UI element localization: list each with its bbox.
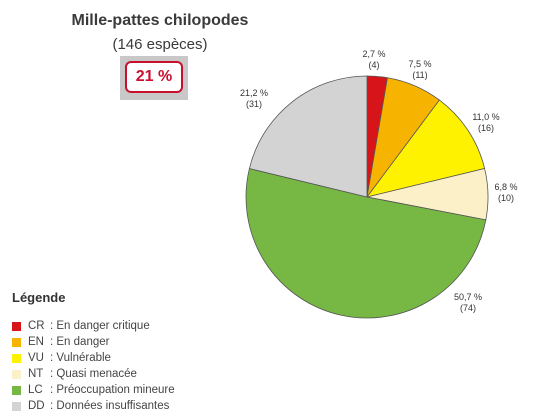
slice-count-label: (31) [246,99,262,109]
slice-percent-label: 2,7 % [362,49,385,59]
slice-percent-label: 11,0 % [472,112,499,122]
legend-swatch [12,321,21,331]
legend-swatch [12,337,21,347]
legend-label: : Préoccupation mineure [50,384,175,396]
slice-percent-label: 21,2 % [240,88,268,98]
legend-code: EN [28,336,44,348]
legend-label: : Vulnérable [50,352,111,364]
badge-background: 21 % [120,56,188,100]
legend-title: Légende [12,290,66,305]
slice-percent-label: 6,8 % [494,182,517,192]
pie-slice-vu [366,99,486,198]
legend: CR : En danger critique EN : En danger VU : V… [12,318,175,414]
legend-swatch [12,385,21,395]
slice-count-label: (10) [498,193,514,203]
legend-item-cr: CR : En danger critique [12,318,175,334]
slice-count-label: (11) [412,70,427,80]
threat-percentage-badge: 21 % [125,61,183,93]
legend-label: : En danger [50,336,110,348]
legend-code: LC [28,384,43,396]
pie-slice-dd [248,75,368,198]
legend-code: NT [28,368,44,380]
slice-count-label: (4) [369,60,380,70]
slice-count-label: (16) [478,123,494,133]
legend-swatch [12,369,21,379]
slice-percent-label: 7,5 % [408,59,431,69]
legend-code: CR [28,320,45,332]
legend-item-dd: DD : Données insuffisantes [12,398,175,414]
legend-code: VU [28,352,44,364]
legend-label: : Données insuffisantes [50,400,170,412]
legend-label: : En danger critique [50,320,150,332]
legend-swatch [12,401,21,411]
legend-item-lc: LC : Préoccupation mineure [12,382,175,398]
chart-subtitle: (146 espèces) [112,36,208,53]
legend-label: : Quasi menacée [50,368,137,380]
legend-swatch [12,353,21,363]
legend-item-vu: VU : Vulnérable [12,350,175,366]
slice-count-label: (74) [460,303,476,313]
slice-percent-label: 50,7 % [454,292,482,302]
legend-code: DD [28,400,45,412]
legend-item-nt: NT : Quasi menacée [12,366,175,382]
legend-item-en: EN : En danger [12,334,175,350]
pie-slice-lc [245,168,487,319]
chart-title: Mille-pattes chilopodes [71,12,249,29]
